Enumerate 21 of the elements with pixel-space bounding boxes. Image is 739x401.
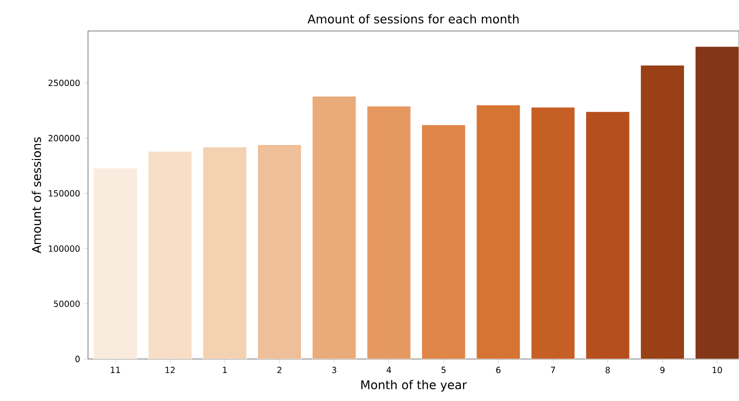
x-tick-label: 9: [660, 366, 665, 374]
x-tick-label: 5: [442, 366, 446, 374]
y-tick-label: 50000: [54, 300, 80, 307]
x-axis-title: Month of the year: [361, 380, 467, 392]
y-tick-label: 0: [75, 356, 80, 362]
x-tick-label: 10: [712, 366, 722, 374]
x-tick-label: 7: [551, 366, 555, 373]
y-tick-label: 250000: [48, 80, 80, 86]
chart-title: Amount of sessions for each month: [308, 14, 519, 24]
y-axis-title: Amount of sessions: [32, 137, 42, 254]
x-tick-label: 1: [223, 366, 227, 373]
y-tick-label: 100000: [48, 245, 80, 252]
y-tick-label: 150000: [48, 190, 80, 197]
x-tick-label: 12: [166, 366, 175, 374]
x-tick-label: 2: [277, 366, 282, 374]
x-tick-label: 3: [332, 366, 336, 374]
y-tick-label: 200000: [48, 134, 80, 142]
x-tick-label: 6: [496, 366, 500, 374]
x-tick-label: 4: [386, 366, 392, 373]
x-tick-label: 11: [110, 366, 120, 373]
x-tick-label: 8: [606, 366, 610, 374]
